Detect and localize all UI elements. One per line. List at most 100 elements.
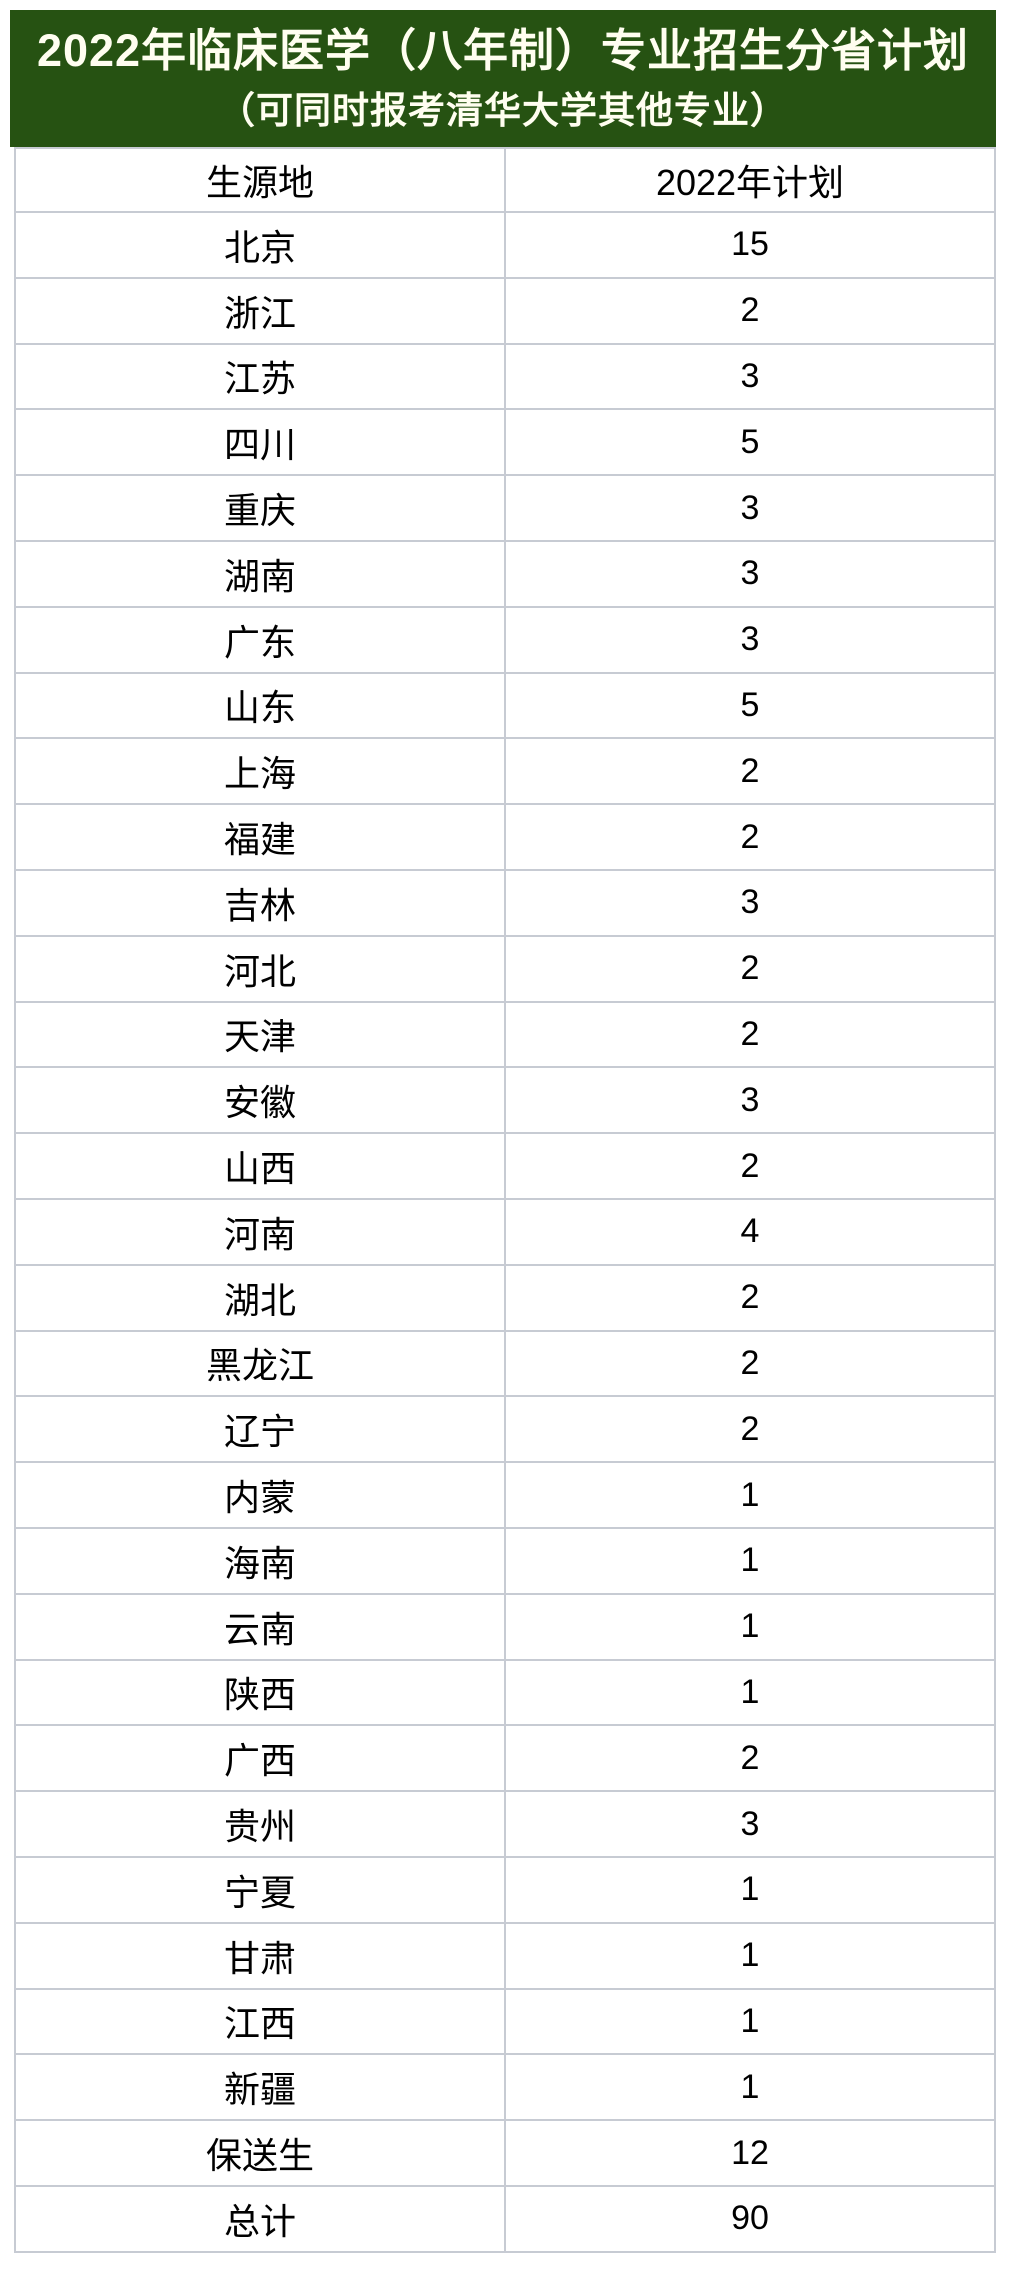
table-row: 黑龙江 2 (14, 1329, 996, 1398)
province-cell: 云南 (14, 1592, 506, 1661)
table-row: 新疆 1 (14, 2053, 996, 2122)
province-cell: 福建 (14, 803, 506, 871)
province-cell: 甘肃 (14, 1921, 506, 1990)
col-header-origin: 生源地 (14, 147, 506, 213)
plan-cell: 2 (504, 1000, 996, 1069)
plan-cell: 5 (504, 671, 996, 740)
table-row: 山东 5 (14, 671, 996, 740)
plan-cell: 1 (504, 1592, 996, 1661)
plan-cell: 3 (504, 1790, 996, 1858)
province-cell: 湖北 (14, 1263, 506, 1332)
table-body: 北京 15 浙江 2 江苏 3 四川 5 重庆 3 湖南 3 广东 3 山东 5… (14, 211, 996, 2253)
plan-cell: 2 (504, 276, 996, 345)
plan-cell: 1 (504, 1461, 996, 1529)
table-row: 贵州 3 (14, 1790, 996, 1858)
table-row: 云南 1 (14, 1592, 996, 1661)
province-cell: 山西 (14, 1132, 506, 1200)
province-cell: 北京 (14, 211, 506, 279)
table-row: 辽宁 2 (14, 1395, 996, 1464)
province-cell: 重庆 (14, 474, 506, 542)
table-row: 重庆 3 (14, 474, 996, 542)
plan-cell: 3 (504, 539, 996, 608)
plan-cell: 2 (504, 737, 996, 806)
col-header-plan: 2022年计划 (504, 147, 996, 213)
table-row: 湖南 3 (14, 539, 996, 608)
province-cell: 天津 (14, 1000, 506, 1069)
table-row: 山西 2 (14, 1132, 996, 1200)
table-row: 海南 1 (14, 1526, 996, 1595)
province-cell: 吉林 (14, 868, 506, 937)
plan-cell: 2 (504, 934, 996, 1003)
province-cell: 河南 (14, 1197, 506, 1266)
province-cell: 浙江 (14, 276, 506, 345)
table-row: 陕西 1 (14, 1658, 996, 1727)
banner-title: 2022年临床医学（八年制）专业招生分省计划 (36, 25, 970, 77)
plan-cell: 1 (504, 1526, 996, 1595)
plan-table: 生源地 2022年计划 北京 15 浙江 2 江苏 3 四川 5 重庆 3 湖南… (14, 147, 996, 2253)
province-cell: 黑龙江 (14, 1329, 506, 1398)
province-cell: 宁夏 (14, 1855, 506, 1924)
province-cell: 陕西 (14, 1658, 506, 1727)
plan-cell: 1 (504, 1855, 996, 1924)
province-cell: 湖南 (14, 539, 506, 608)
table-row: 湖北 2 (14, 1263, 996, 1332)
province-cell: 新疆 (14, 2053, 506, 2122)
plan-cell: 3 (504, 474, 996, 542)
plan-cell: 2 (504, 1263, 996, 1332)
table-row: 保送生 12 (14, 2119, 996, 2187)
plan-cell: 5 (504, 408, 996, 477)
province-cell: 总计 (14, 2184, 506, 2253)
province-cell: 河北 (14, 934, 506, 1003)
province-cell: 保送生 (14, 2119, 506, 2187)
table-row: 江苏 3 (14, 342, 996, 411)
province-cell: 安徽 (14, 1066, 506, 1135)
table-row: 河北 2 (14, 934, 996, 1003)
banner-subtitle: （可同时报考清华大学其他专业） (218, 89, 788, 131)
table-row: 福建 2 (14, 803, 996, 871)
plan-cell: 3 (504, 1066, 996, 1135)
plan-cell: 15 (504, 211, 996, 279)
plan-cell: 12 (504, 2119, 996, 2187)
province-cell: 江苏 (14, 342, 506, 411)
table-row: 宁夏 1 (14, 1855, 996, 1924)
table-row: 四川 5 (14, 408, 996, 477)
table-row: 北京 15 (14, 211, 996, 279)
province-cell: 内蒙 (14, 1461, 506, 1529)
province-cell: 四川 (14, 408, 506, 477)
province-cell: 江西 (14, 1987, 506, 2056)
province-cell: 贵州 (14, 1790, 506, 1858)
province-cell: 广东 (14, 605, 506, 674)
plan-cell: 2 (504, 803, 996, 871)
plan-cell: 2 (504, 1329, 996, 1398)
plan-cell: 1 (504, 1987, 996, 2056)
plan-cell: 1 (504, 1921, 996, 1990)
plan-cell: 3 (504, 605, 996, 674)
table-row: 内蒙 1 (14, 1461, 996, 1529)
table-row: 上海 2 (14, 737, 996, 806)
plan-cell: 1 (504, 1658, 996, 1727)
province-cell: 山东 (14, 671, 506, 740)
table-header: 生源地 2022年计划 (14, 147, 996, 213)
plan-cell: 3 (504, 342, 996, 411)
table-row: 总计 90 (14, 2184, 996, 2253)
province-cell: 海南 (14, 1526, 506, 1595)
table-row: 甘肃 1 (14, 1921, 996, 1990)
header-row: 生源地 2022年计划 (14, 147, 996, 213)
table-row: 河南 4 (14, 1197, 996, 1266)
table-row: 天津 2 (14, 1000, 996, 1069)
province-cell: 上海 (14, 737, 506, 806)
title-banner: 2022年临床医学（八年制）专业招生分省计划 （可同时报考清华大学其他专业） (10, 10, 996, 147)
plan-cell: 4 (504, 1197, 996, 1266)
table-row: 江西 1 (14, 1987, 996, 2056)
plan-cell: 90 (504, 2184, 996, 2253)
plan-cell: 1 (504, 2053, 996, 2122)
table-row: 安徽 3 (14, 1066, 996, 1135)
table-row: 广东 3 (14, 605, 996, 674)
plan-cell: 3 (504, 868, 996, 937)
table-row: 广西 2 (14, 1724, 996, 1793)
plan-cell: 2 (504, 1132, 996, 1200)
table-row: 吉林 3 (14, 868, 996, 937)
plan-cell: 2 (504, 1395, 996, 1464)
table-row: 浙江 2 (14, 276, 996, 345)
province-cell: 辽宁 (14, 1395, 506, 1464)
